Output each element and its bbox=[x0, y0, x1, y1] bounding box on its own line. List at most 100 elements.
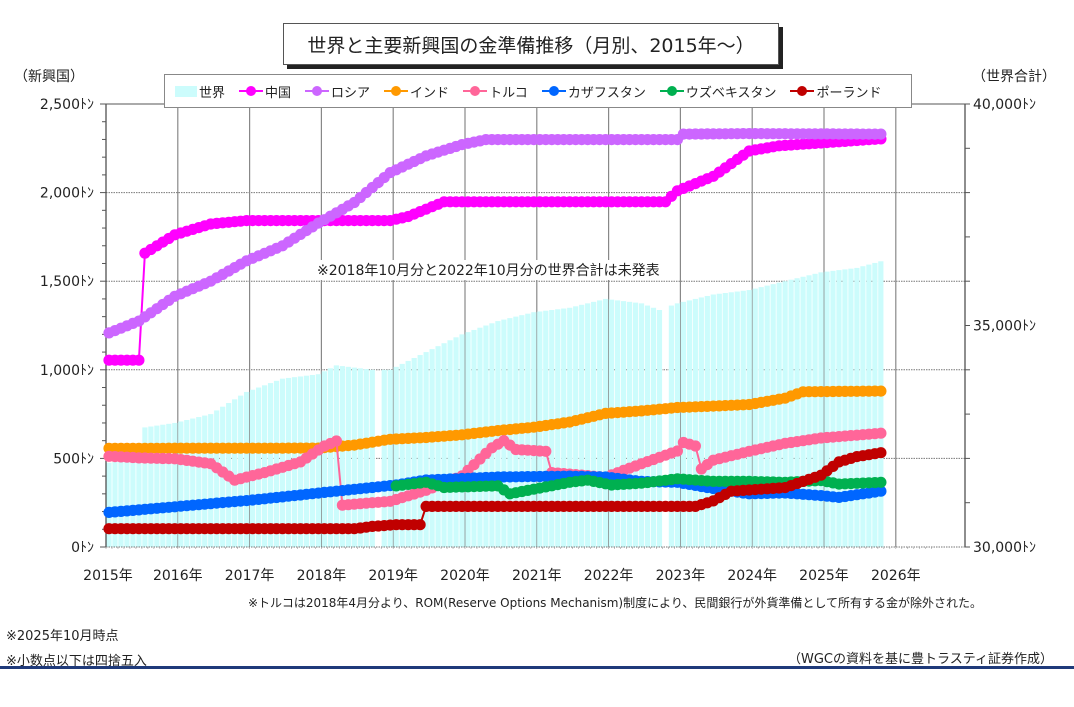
world-bar bbox=[447, 340, 453, 547]
world-bar bbox=[674, 303, 681, 547]
world-bar bbox=[148, 426, 154, 547]
legend-item-kazakhstan: カザフスタン bbox=[541, 82, 646, 101]
legend-item-uzbekistan: ウズベキスタン bbox=[659, 82, 777, 101]
world-bar bbox=[309, 374, 316, 547]
footnote-turkey: ※トルコは2018年4月分より、ROM(Reserve Options Mech… bbox=[248, 596, 983, 610]
world-bar bbox=[692, 298, 698, 547]
world-bar bbox=[244, 391, 250, 547]
world-bar bbox=[656, 309, 663, 547]
world-bar bbox=[267, 383, 274, 547]
world-bar bbox=[261, 385, 268, 547]
world-bar bbox=[130, 459, 136, 547]
legend-label-poland: ポーランド bbox=[816, 85, 882, 101]
world-bar bbox=[812, 273, 818, 547]
series-point bbox=[875, 476, 887, 488]
world-bar bbox=[842, 269, 848, 547]
world-bar bbox=[644, 305, 651, 547]
world-bar bbox=[800, 276, 806, 547]
world-bar bbox=[208, 414, 214, 547]
world-bar bbox=[872, 262, 878, 547]
series-point bbox=[330, 435, 342, 447]
right-tick-label: 40,000ﾄﾝ bbox=[973, 97, 1036, 113]
legend: 世界 中国 ロシア インド トルコ カザフスタン ウズベキスタン ポーランド bbox=[164, 74, 912, 108]
legend-label-world: 世界 bbox=[199, 85, 226, 101]
world-bar bbox=[429, 349, 435, 547]
x-tick-label: 2021年 bbox=[512, 568, 562, 584]
world-bar bbox=[824, 271, 830, 547]
world-bar bbox=[650, 307, 657, 547]
legend-marker-turkey bbox=[463, 85, 488, 97]
legend-label-uzbekistan: ウズベキスタン bbox=[685, 85, 777, 101]
world-bar bbox=[579, 304, 585, 547]
world-bar bbox=[860, 266, 866, 547]
legend-label-russia: ロシア bbox=[331, 85, 371, 101]
world-bar bbox=[369, 369, 375, 547]
legend-item-turkey: トルコ bbox=[463, 82, 528, 101]
world-bar bbox=[166, 423, 172, 547]
left-axis-caption: （新興国） bbox=[14, 69, 84, 85]
world-bar bbox=[459, 334, 465, 547]
world-bar bbox=[363, 369, 369, 547]
x-tick-label: 2022年 bbox=[584, 568, 634, 584]
x-tick-label: 2026年 bbox=[871, 568, 921, 584]
world-bar bbox=[818, 272, 824, 547]
series-point bbox=[133, 354, 145, 366]
right-tick-label: 35,000ﾄﾝ bbox=[973, 319, 1036, 335]
world-bar bbox=[806, 275, 812, 547]
legend-swatch-world bbox=[175, 85, 197, 97]
x-tick-label: 2015年 bbox=[83, 568, 133, 584]
x-tick-label: 2023年 bbox=[656, 568, 706, 584]
series-point bbox=[875, 485, 887, 497]
world-bar bbox=[190, 418, 196, 547]
world-bar bbox=[453, 337, 459, 547]
world-bar bbox=[417, 355, 423, 547]
world-bar bbox=[788, 279, 794, 547]
world-bar bbox=[118, 461, 124, 547]
world-bar bbox=[585, 303, 591, 547]
world-bar bbox=[393, 366, 399, 547]
world-bar bbox=[112, 461, 118, 547]
world-bar bbox=[573, 306, 579, 547]
world-bar bbox=[405, 360, 411, 547]
series-3 bbox=[103, 427, 887, 511]
series-point bbox=[414, 519, 426, 531]
world-bar bbox=[764, 285, 770, 547]
world-bar bbox=[626, 301, 633, 547]
world-bar bbox=[848, 268, 854, 547]
world-bar bbox=[441, 343, 447, 547]
series-point bbox=[875, 427, 887, 439]
world-bar bbox=[597, 300, 603, 547]
right-tick-label: 30,000ﾄﾝ bbox=[973, 540, 1036, 556]
world-bar bbox=[351, 367, 357, 547]
world-bar bbox=[836, 270, 842, 547]
x-tick-label: 2018年 bbox=[297, 568, 347, 584]
series-point bbox=[875, 447, 887, 459]
world-bar bbox=[603, 298, 609, 547]
legend-item-russia: ロシア bbox=[305, 82, 370, 101]
world-bar bbox=[704, 295, 710, 547]
chart-title: 世界と主要新興国の金準備推移（月別、2015年～） bbox=[283, 23, 779, 65]
world-bar bbox=[381, 369, 387, 547]
world-bar bbox=[782, 281, 788, 547]
left-tick-label: 2,000ﾄﾝ bbox=[40, 186, 94, 202]
legend-marker-russia bbox=[305, 85, 330, 97]
series-lines bbox=[103, 128, 887, 535]
world-bar bbox=[776, 282, 782, 547]
world-bar bbox=[238, 395, 244, 547]
world-bar bbox=[196, 417, 202, 547]
world-bar bbox=[680, 301, 686, 547]
legend-label-china: 中国 bbox=[265, 85, 292, 101]
world-bar bbox=[387, 369, 393, 547]
legend-label-turkey: トルコ bbox=[489, 85, 528, 101]
legend-item-world: 世界 bbox=[175, 82, 225, 101]
series-point bbox=[875, 385, 887, 397]
world-bar bbox=[154, 425, 160, 547]
world-bar bbox=[878, 261, 884, 547]
left-tick-label: 1,000ﾄﾝ bbox=[40, 363, 94, 379]
tick-labels: 0ﾄﾝ 500ﾄﾝ 1,000ﾄﾝ 1,500ﾄﾝ 2,000ﾄﾝ 2,500ﾄﾝ 30,0… bbox=[40, 97, 1036, 584]
world-bar bbox=[698, 297, 704, 547]
legend-marker-china bbox=[239, 85, 264, 97]
series-point bbox=[671, 445, 684, 457]
world-bar bbox=[722, 293, 728, 547]
x-tick-label: 2024年 bbox=[727, 568, 777, 584]
